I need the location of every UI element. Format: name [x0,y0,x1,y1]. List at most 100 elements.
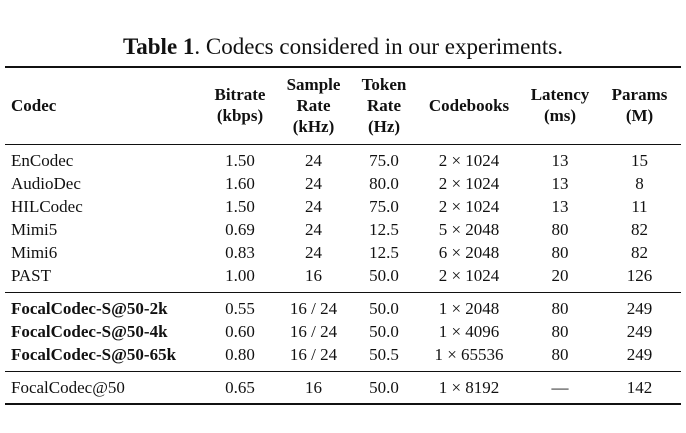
cell-latency: 80 [551,345,569,364]
cell-params: 8 [635,174,644,193]
cell-bitrate: 0.60 [225,322,255,341]
cell-token-rate: 50.0 [369,299,399,318]
cell-sample-rate: 16 / 24 [289,345,338,364]
cell-params: 249 [626,345,653,364]
cell-bitrate: 1.00 [225,266,255,285]
cell-bitrate: 0.55 [225,299,255,318]
header-codec: Codec [11,95,57,115]
cell-latency: 20 [551,266,569,285]
group-rule [5,292,681,293]
cell-token-rate: 12.5 [369,220,399,239]
cell-codec: FocalCodec-S@50-65k [11,345,177,364]
cell-codec: EnCodec [11,151,74,170]
bottom-rule [5,403,681,405]
cell-token-rate: 50.0 [369,266,399,285]
cell-bitrate: 0.80 [225,345,255,364]
cell-token-rate: 75.0 [369,197,399,216]
cell-params: 126 [626,266,653,285]
cell-params: 82 [631,220,648,239]
table-group-focalcodec-s: FocalCodec-S@50-2k 0.55 16 / 24 50.0 1 ×… [5,297,681,366]
table-row: FocalCodec@50 0.65 16 50.0 1 × 8192 — 14… [5,376,681,399]
cell-latency: 80 [551,299,569,318]
table-row: FocalCodec-S@50-2k 0.55 16 / 24 50.0 1 ×… [5,297,681,320]
cell-sample-rate: 16 [305,266,322,285]
top-rule [5,66,681,68]
header-latency: Latency (ms) [530,85,590,125]
caption-label: Table 1 [123,34,195,59]
cell-sample-rate: 24 [305,151,322,170]
cell-token-rate: 50.0 [369,378,399,397]
cell-codec: FocalCodec@50 [11,378,125,397]
cell-latency: 80 [551,243,569,262]
table-row: PAST 1.00 16 50.0 2 × 1024 20 126 [5,264,681,287]
table-row: AudioDec 1.60 24 80.0 2 × 1024 13 8 [5,172,681,195]
group-rule [5,371,681,372]
cell-codec: PAST [11,266,52,285]
cell-codec: HILCodec [11,197,83,216]
cell-codebooks: 6 × 2048 [438,243,500,262]
cell-params: 11 [631,197,648,216]
cell-codebooks: 5 × 2048 [438,220,500,239]
cell-codec: Mimi5 [11,220,58,239]
cell-codebooks: 2 × 1024 [438,197,500,216]
caption-text: . Codecs considered in our experiments. [194,34,563,59]
table-header: Codec Bitrate (kbps) Sample Rate (kHz) Toke… [5,70,681,140]
cell-latency: — [551,378,569,397]
cell-params: 142 [626,378,653,397]
cell-codec: FocalCodec-S@50-4k [11,322,168,341]
cell-sample-rate: 24 [305,243,322,262]
cell-token-rate: 75.0 [369,151,399,170]
table-group-focalcodec: FocalCodec@50 0.65 16 50.0 1 × 8192 — 14… [5,376,681,399]
cell-codebooks: 1 × 65536 [434,345,504,364]
cell-latency: 13 [551,174,569,193]
cell-token-rate: 50.0 [369,322,399,341]
cell-latency: 80 [551,322,569,341]
cell-token-rate: 50.5 [369,345,399,364]
cell-sample-rate: 24 [305,197,322,216]
cell-token-rate: 80.0 [369,174,399,193]
cell-params: 249 [626,322,653,341]
cell-bitrate: 1.60 [225,174,255,193]
table-row: Mimi6 0.83 24 12.5 6 × 2048 80 82 [5,241,681,264]
cell-latency: 13 [551,197,569,216]
table-row: EnCodec 1.50 24 75.0 2 × 1024 13 15 [5,149,681,172]
cell-codebooks: 2 × 1024 [438,266,500,285]
cell-sample-rate: 16 / 24 [289,322,338,341]
table-row: Mimi5 0.69 24 12.5 5 × 2048 80 82 [5,218,681,241]
cell-sample-rate: 24 [305,220,322,239]
cell-params: 82 [631,243,648,262]
cell-codebooks: 2 × 1024 [438,174,500,193]
cell-codebooks: 1 × 4096 [438,322,500,341]
header-row: Codec Bitrate (kbps) Sample Rate (kHz) Toke… [5,70,681,140]
header-params: Params (M) [611,85,668,125]
cell-params: 15 [631,151,648,170]
header-bitrate: Bitrate (kbps) [214,85,266,125]
header-sample-rate: Sample Rate (kHz) [286,74,341,136]
cell-codec: Mimi6 [11,243,58,262]
table-row: FocalCodec-S@50-65k 0.80 16 / 24 50.5 1 … [5,343,681,366]
cell-bitrate: 0.65 [225,378,255,397]
cell-bitrate: 0.69 [225,220,255,239]
cell-sample-rate: 16 [305,378,322,397]
table-row: FocalCodec-S@50-4k 0.60 16 / 24 50.0 1 ×… [5,320,681,343]
cell-codebooks: 1 × 2048 [438,299,500,318]
cell-sample-rate: 16 / 24 [289,299,338,318]
header-codebooks: Codebooks [428,95,510,115]
cell-bitrate: 0.83 [225,243,255,262]
header-rule [5,144,681,145]
header-token-rate: Token Rate (Hz) [361,74,407,136]
cell-bitrate: 1.50 [225,197,255,216]
table-caption: Table 1. Codecs considered in our experi… [0,33,686,61]
cell-params: 249 [626,299,653,318]
cell-latency: 80 [551,220,569,239]
cell-codec: AudioDec [11,174,81,193]
cell-codec: FocalCodec-S@50-2k [11,299,168,318]
table-group-baselines: EnCodec 1.50 24 75.0 2 × 1024 13 15 Audi… [5,149,681,287]
cell-token-rate: 12.5 [369,243,399,262]
cell-codebooks: 1 × 8192 [438,378,500,397]
cell-bitrate: 1.50 [225,151,255,170]
table-row: HILCodec 1.50 24 75.0 2 × 1024 13 11 [5,195,681,218]
cell-codebooks: 2 × 1024 [438,151,500,170]
cell-latency: 13 [551,151,569,170]
